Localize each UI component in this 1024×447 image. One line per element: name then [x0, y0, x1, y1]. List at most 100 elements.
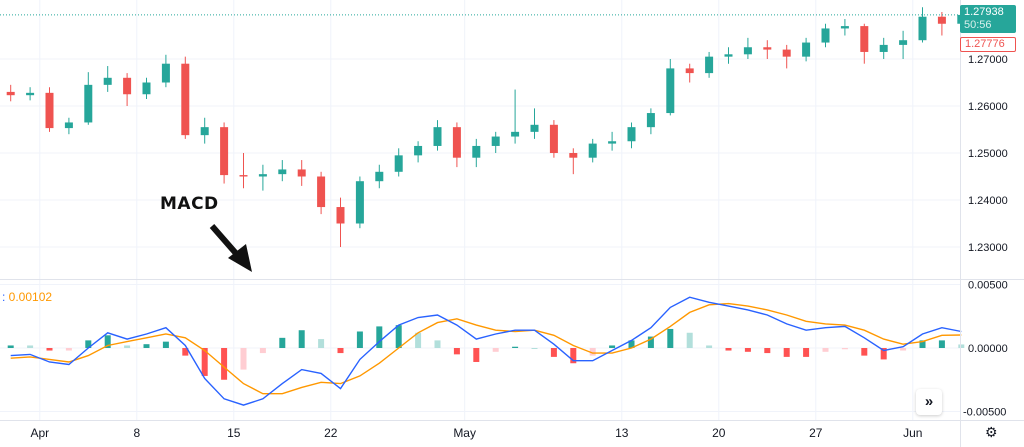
candle: [394, 148, 403, 177]
macd-tick-label: 0.00500: [968, 280, 1008, 292]
date-tick-label: 20: [712, 426, 726, 440]
histogram-bar: [7, 345, 14, 348]
candle: [743, 37, 752, 59]
candle: [705, 51, 714, 78]
prev-price-tag: 1.27776: [960, 37, 1016, 52]
candle: [491, 131, 500, 153]
histogram-bar: [609, 345, 616, 348]
histogram-bar: [647, 336, 654, 348]
histogram-bar: [783, 348, 790, 357]
candle: [608, 131, 617, 151]
candle-body: [782, 49, 791, 57]
candle: [6, 84, 15, 102]
candle: [355, 176, 364, 229]
gear-icon: ⚙: [985, 424, 998, 440]
histogram-bar: [298, 330, 305, 348]
candle: [472, 138, 481, 168]
histogram-bar: [46, 348, 53, 351]
candle: [317, 171, 326, 215]
candle-body: [161, 63, 170, 83]
histogram-bar: [395, 325, 402, 348]
candle-body: [355, 181, 364, 224]
candle-body: [64, 122, 73, 129]
candle-body: [239, 175, 248, 177]
candle-body: [45, 92, 54, 129]
candle-body: [336, 207, 345, 224]
candle-body: [123, 77, 132, 95]
candle-body: [142, 82, 151, 95]
price-tick-label: 1.23000: [968, 242, 1008, 254]
histogram-bar: [589, 348, 596, 356]
histogram-bar: [65, 348, 72, 351]
candle-body: [26, 92, 35, 96]
price-tick-label: 1.25000: [968, 148, 1008, 160]
macd-legend: : 0.00102: [2, 290, 52, 304]
time-axis[interactable]: Apr 8 15 22 May 13 20 27 Jun: [30, 426, 922, 440]
date-tick-label: 22: [324, 426, 338, 440]
candle-body: [414, 145, 423, 156]
histogram-bar: [512, 346, 519, 348]
scroll-to-realtime-button[interactable]: »: [916, 389, 942, 415]
date-tick-label: 15: [227, 426, 241, 440]
candle: [64, 117, 73, 135]
candle-body: [491, 136, 500, 146]
candle: [918, 7, 927, 43]
candle: [763, 40, 772, 59]
candle: [666, 59, 675, 116]
candle: [569, 148, 578, 175]
arrow-annotation: [209, 224, 252, 272]
histogram-bar: [221, 348, 228, 380]
settings-button[interactable]: ⚙: [985, 424, 998, 441]
histogram-bar: [803, 348, 810, 357]
candle-body: [724, 54, 733, 57]
signal-value: 0.00102: [8, 290, 53, 304]
candle: [802, 37, 811, 62]
candle-body: [433, 127, 442, 146]
candle-body: [181, 63, 190, 136]
candle-body: [646, 113, 655, 128]
histogram-bar: [434, 340, 441, 348]
candle-body: [297, 169, 306, 177]
histogram-bar: [124, 345, 131, 348]
candle-body: [821, 28, 830, 43]
grid: [0, 0, 960, 420]
candle: [511, 89, 520, 144]
candles: [6, 7, 966, 247]
histogram-bar: [201, 348, 208, 376]
price-axis[interactable]: 1.27000 1.26000 1.25000 1.24000 1.23000: [968, 54, 1008, 254]
candle-body: [6, 91, 15, 96]
candle-body: [627, 127, 636, 142]
candle-body: [802, 42, 811, 57]
histogram-bar: [686, 332, 693, 348]
macd-tick-label: 0.00000: [968, 343, 1008, 355]
arrow-head-icon: [228, 244, 252, 272]
candle-body: [569, 153, 578, 158]
histogram-bar: [880, 348, 887, 360]
candle-body: [103, 77, 112, 85]
histogram-bar: [822, 348, 829, 352]
histogram-bar: [938, 340, 945, 348]
histogram-bar: [919, 340, 926, 348]
candle: [336, 197, 345, 247]
candle: [860, 23, 869, 64]
histogram-bar: [415, 332, 422, 348]
candle-body: [258, 174, 267, 177]
candle: [588, 138, 597, 163]
histogram-bar: [376, 326, 383, 348]
candle: [84, 72, 93, 125]
candle-body: [220, 127, 229, 176]
histogram-bar: [27, 345, 34, 348]
histogram-bar: [744, 348, 751, 352]
candle: [821, 23, 830, 48]
candle-body: [84, 84, 93, 123]
histogram-bar: [725, 348, 732, 351]
histogram-bar: [900, 348, 907, 351]
candle: [549, 120, 558, 158]
candle: [258, 164, 267, 191]
candle-body: [860, 26, 869, 52]
macd-axis[interactable]: 0.00500 0.00000 -0.00500: [963, 280, 1008, 419]
histogram-bar: [453, 348, 460, 355]
price-tick-label: 1.26000: [968, 101, 1008, 113]
candle: [433, 120, 442, 151]
